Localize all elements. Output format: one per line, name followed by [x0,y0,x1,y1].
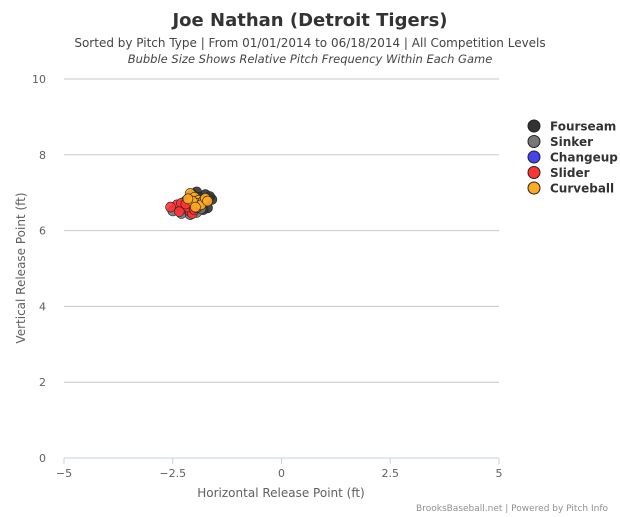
legend-marker [527,150,541,164]
x-tick-label: −5 [56,467,72,480]
legend-item-fourseam[interactable]: Fourseam [527,119,616,134]
data-point-curveball[interactable] [182,193,194,205]
chart-subtitle: Sorted by Pitch Type | From 01/01/2014 t… [74,36,545,50]
legend-marker [527,135,541,148]
y-tick-label: 6 [39,225,46,238]
legend-label: Changeup [550,151,618,165]
legend-label: Curveball [550,182,614,196]
y-axis-label: Vertical Release Point (ft) [14,192,28,343]
x-tick-label: 2.5 [382,467,400,480]
legend-item-curveball[interactable]: Curveball [527,181,614,196]
y-tick-label: 8 [39,149,46,162]
legend-marker [527,166,541,179]
y-axis-tick-labels: 0 2 4 6 8 10 [32,73,46,465]
data-point-curveball[interactable] [202,195,213,207]
x-axis-tick-labels: −5 −2.5 0 2.5 5 [56,458,503,480]
x-tick-label: 0 [278,467,285,480]
chart-subtitle-note: Bubble Size Shows Relative Pitch Frequen… [128,52,493,66]
data-points [165,186,218,220]
legend-label: Slider [550,166,590,180]
data-point-curveball[interactable] [190,201,201,213]
x-tick-label: 5 [496,467,503,480]
legend-label: Sinker [550,135,593,149]
y-tick-label: 4 [39,300,46,313]
data-point-slider[interactable] [165,201,176,213]
chart-title: Joe Nathan (Detroit Tigers) [170,10,447,31]
x-axis-label: Horizontal Release Point (ft) [197,486,364,500]
series-curveball [182,188,213,213]
legend-item-slider[interactable]: Slider [527,166,590,180]
legend-marker [527,119,541,133]
legend-marker [527,181,541,195]
y-tick-label: 10 [32,73,46,86]
grid-lines [64,78,499,383]
legend-label: Fourseam [550,120,616,134]
credits-text[interactable]: BrooksBaseball.net | Powered by Pitch In… [416,504,608,514]
y-tick-label: 0 [39,452,46,465]
legend-item-changeup[interactable]: Changeup [527,150,618,165]
data-point-slider[interactable] [173,206,185,217]
legend-item-sinker[interactable]: Sinker [527,135,593,149]
x-tick-label: −2.5 [159,467,186,480]
y-tick-label: 2 [39,376,46,389]
